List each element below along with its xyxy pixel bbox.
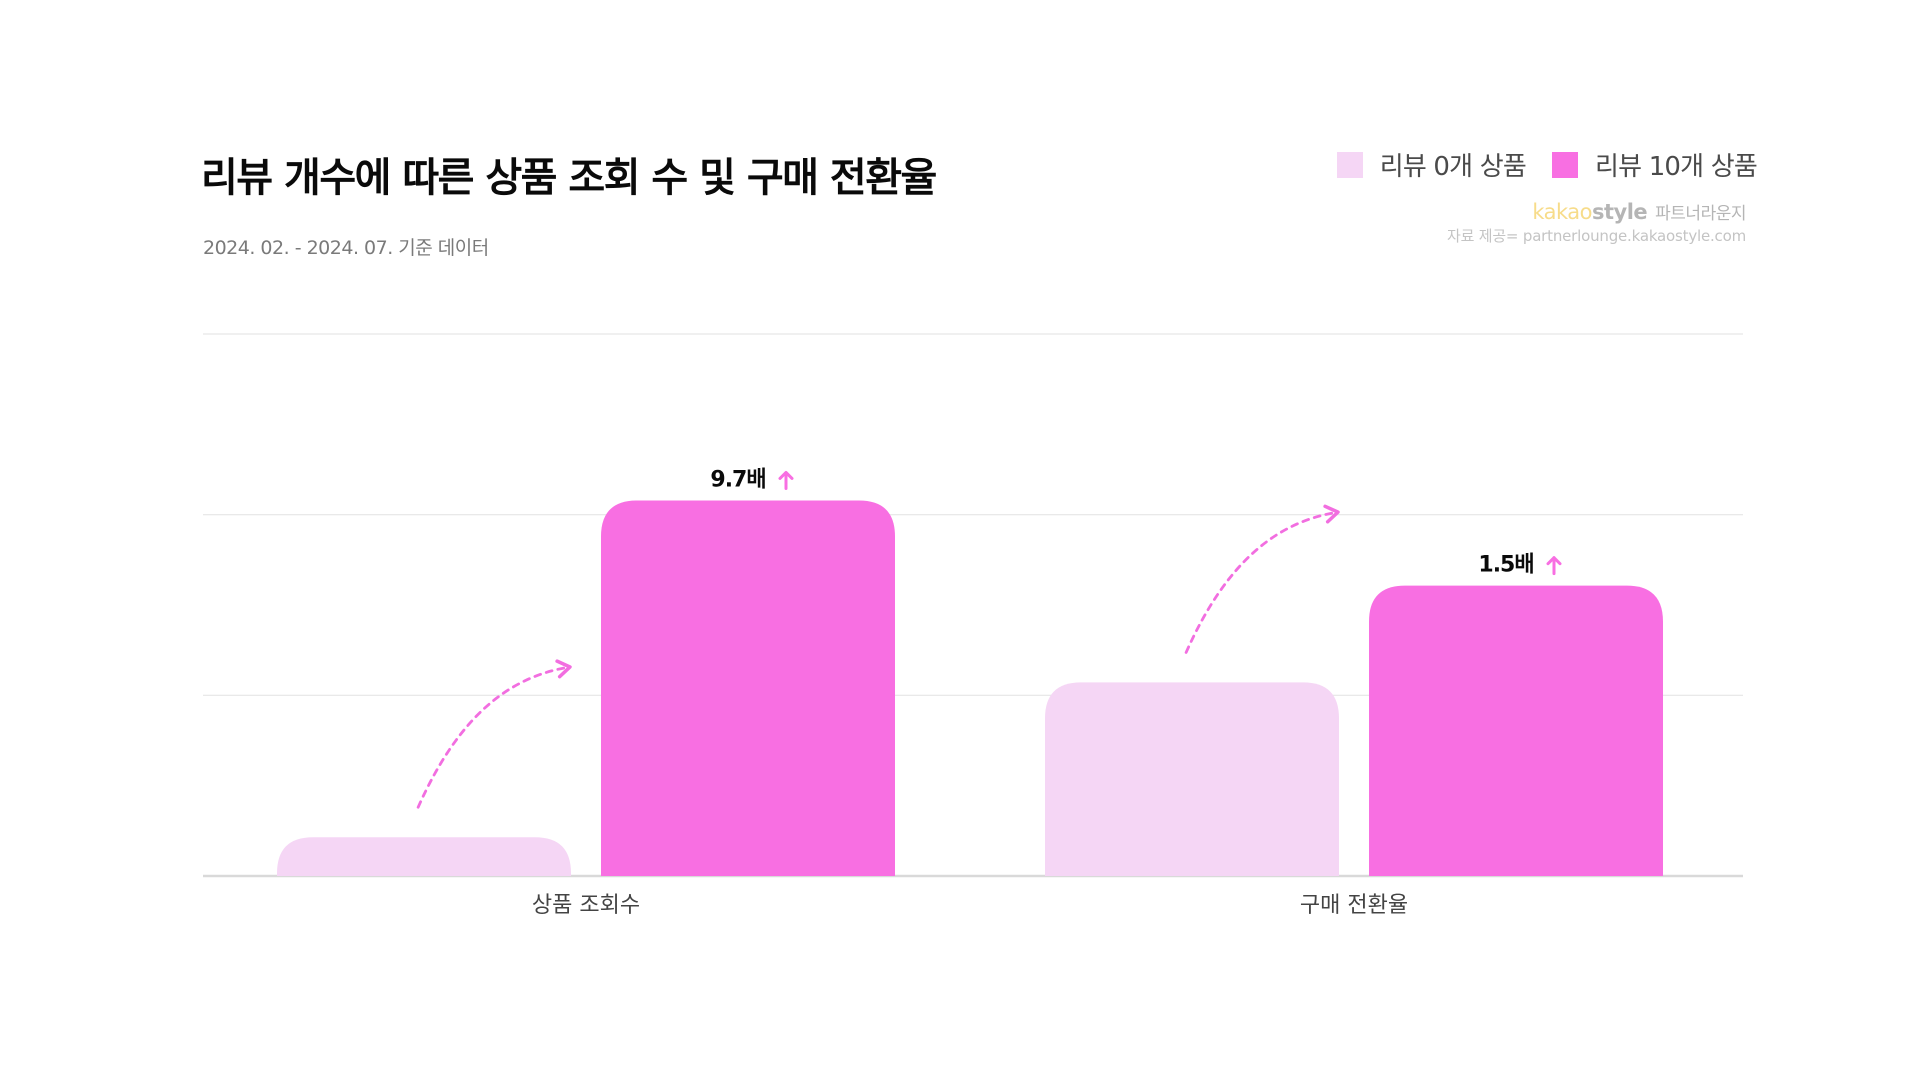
value-annotation: 1.5배 [1478, 553, 1533, 578]
bar-ten-reviews [601, 500, 895, 876]
chart-title: 리뷰 개수에 따른 상품 조회 수 및 구매 전환율 [201, 155, 937, 201]
up-arrow-icon [1546, 556, 1562, 576]
bar-ten-reviews [1369, 585, 1663, 876]
legend-swatch-light [1336, 151, 1363, 178]
up-arrow-icon [778, 470, 794, 490]
brand-kakao: kakao [1532, 200, 1592, 224]
brand-lounge: 파트너라운지 [1655, 204, 1746, 224]
brand-logo: kakao style 파트너라운지 [1532, 199, 1746, 224]
bars [277, 500, 1663, 876]
legend: 리뷰 0개 상품 리뷰 10개 상품 [1336, 146, 1758, 183]
category-label: 구매 전환율 [1300, 893, 1408, 918]
legend-label-no-reviews: 리뷰 0개 상품 [1379, 152, 1527, 182]
source-credit: 자료 제공= partnerlounge.kakaostyle.com [1446, 227, 1746, 245]
chart-subtitle: 2024. 02. - 2024. 07. 기준 데이터 [203, 237, 489, 259]
trend-arrow-icon [1184, 504, 1340, 654]
bar-no-reviews [277, 837, 571, 876]
brand-style: style [1591, 200, 1648, 224]
trend-arrow-icon [416, 659, 572, 809]
trend-arrows [416, 504, 1340, 809]
legend-item-ten-reviews: 리뷰 10개 상품 [1551, 146, 1758, 183]
legend-item-no-reviews: 리뷰 0개 상품 [1336, 146, 1527, 183]
legend-swatch-pink [1551, 151, 1578, 178]
bar-no-reviews [1045, 682, 1339, 876]
category-label: 상품 조회수 [532, 893, 640, 918]
legend-label-ten-reviews: 리뷰 10개 상품 [1594, 152, 1758, 182]
value-annotation: 9.7배 [710, 467, 765, 492]
